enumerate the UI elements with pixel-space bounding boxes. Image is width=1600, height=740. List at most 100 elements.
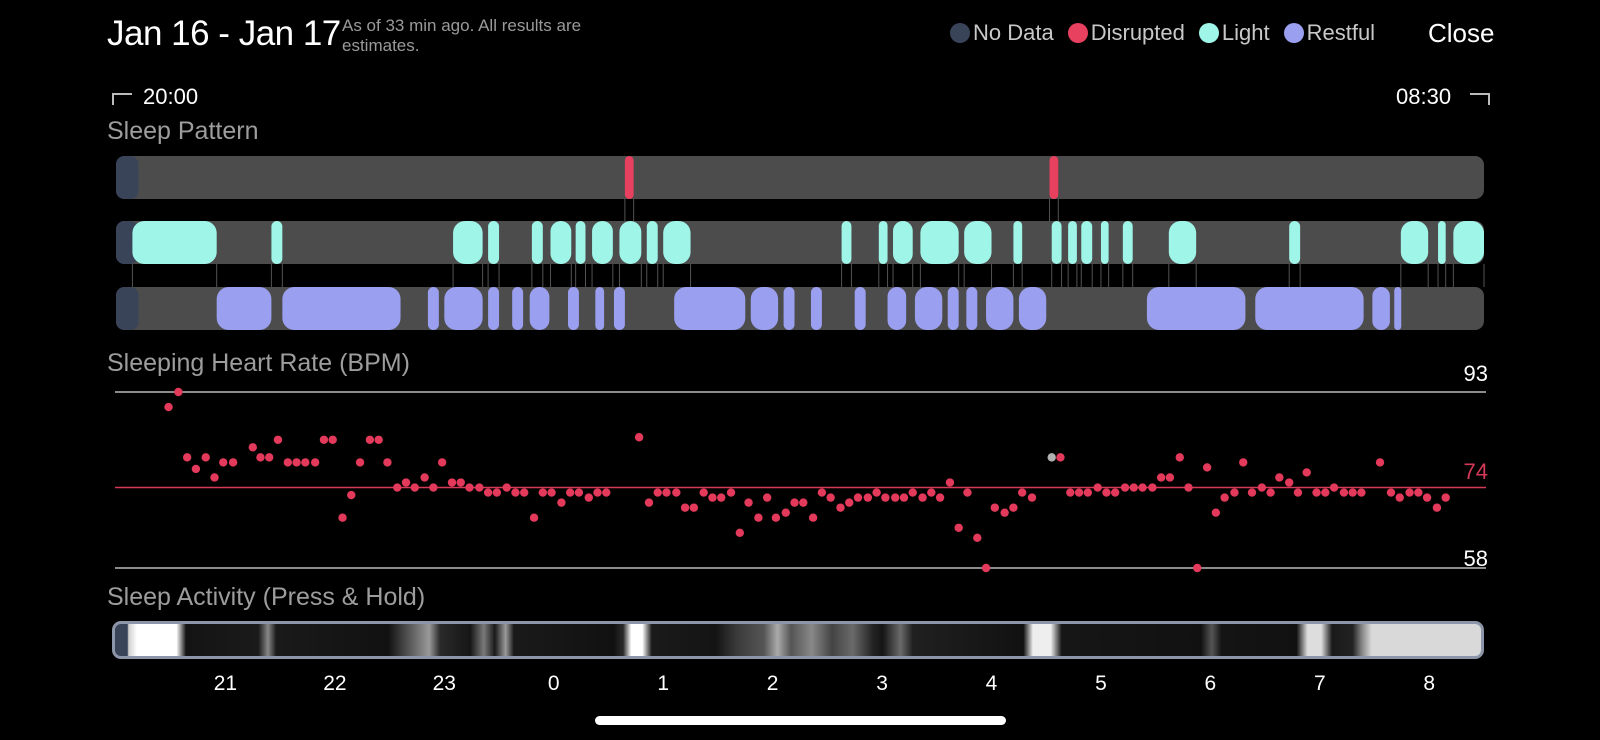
hr-point	[680, 503, 690, 512]
pattern-track-row-2	[116, 221, 1484, 264]
hr-point	[511, 488, 520, 497]
legend-label: No Data	[973, 20, 1054, 45]
restful-segment	[595, 287, 605, 330]
hr-point	[1027, 493, 1037, 502]
hr-point	[826, 493, 835, 502]
hr-point	[808, 513, 818, 522]
date-range-title: Jan 16 - Jan 17	[107, 14, 341, 53]
hr-point	[602, 488, 611, 497]
hr-point	[410, 483, 419, 492]
restful-segment	[674, 287, 746, 330]
hr-max-label: 93	[1463, 361, 1488, 386]
hr-point	[781, 508, 790, 517]
hr-point	[735, 528, 745, 537]
hr-point	[447, 478, 457, 487]
light-segment	[271, 221, 283, 264]
hr-point	[319, 435, 329, 444]
hr-point	[437, 458, 447, 467]
hr-point	[393, 483, 402, 492]
light-segment	[531, 221, 543, 264]
hr-point	[1129, 483, 1138, 492]
hr-point	[547, 488, 556, 497]
hr-point	[1257, 483, 1267, 492]
restful-segment	[986, 287, 1014, 330]
hr-point	[662, 488, 671, 497]
light-segment	[488, 221, 500, 264]
heart-rate-title: Sleeping Heart Rate (BPM)	[107, 349, 410, 377]
axis-tick-label: 7	[1313, 672, 1326, 695]
hr-point	[927, 488, 936, 497]
restful-segment	[854, 287, 866, 330]
hr-point	[1395, 493, 1404, 502]
hr-point	[1175, 453, 1184, 462]
axis-tick-label: 6	[1204, 672, 1217, 695]
legend-label: Restful	[1306, 20, 1376, 45]
light-segment	[1289, 221, 1301, 264]
hr-point	[338, 513, 347, 522]
hr-point	[853, 493, 863, 502]
hr-point	[283, 458, 293, 467]
hr-point	[1414, 488, 1423, 497]
hr-point	[1312, 488, 1321, 497]
sleep-activity-bar[interactable]	[112, 621, 1484, 659]
hr-point	[1156, 473, 1166, 482]
hr-point	[891, 493, 900, 502]
light-segment	[646, 221, 658, 264]
hr-point	[557, 498, 566, 507]
hr-point	[310, 458, 320, 467]
hr-point	[990, 503, 1000, 512]
hr-point	[1275, 473, 1284, 482]
hr-point	[164, 402, 173, 412]
hr-point	[1386, 488, 1396, 497]
restful-segment	[529, 287, 550, 330]
light-segment	[1453, 221, 1484, 264]
hr-point	[762, 493, 772, 502]
hr-point	[1230, 488, 1239, 497]
hr-point	[365, 435, 375, 444]
restful-segment	[488, 287, 500, 330]
legend-item-disrupted: Disrupted	[1067, 20, 1185, 46]
home-indicator[interactable]	[595, 716, 1006, 725]
light-segment	[1081, 221, 1093, 264]
hr-point	[1329, 483, 1339, 492]
hr-point	[1074, 488, 1084, 497]
hr-point	[1165, 473, 1175, 482]
hr-point	[672, 488, 681, 497]
legend-item-restful: Restful	[1283, 20, 1376, 46]
hr-point	[817, 488, 827, 497]
axis-tick-label: 8	[1423, 672, 1436, 695]
hr-point	[1211, 508, 1221, 517]
restful-segment	[512, 287, 524, 330]
hr-point	[1102, 488, 1111, 497]
hr-point	[708, 493, 717, 502]
hr-point	[520, 488, 529, 497]
hr-point	[1138, 483, 1147, 492]
hr-point	[465, 483, 474, 492]
hr-point	[726, 488, 736, 497]
close-button[interactable]: Close	[1428, 18, 1495, 48]
hr-point	[228, 458, 238, 467]
hr-point	[644, 498, 654, 507]
disrupted-swatch	[1067, 23, 1088, 43]
hr-point	[1000, 508, 1009, 517]
hr-point	[863, 493, 873, 502]
restful-segment	[282, 287, 401, 330]
disrupted-segment	[1049, 156, 1059, 199]
hr-point	[248, 443, 257, 452]
hr-point	[1184, 483, 1193, 492]
hr-point	[201, 453, 210, 462]
hr-point	[475, 483, 484, 492]
hr-point	[1247, 488, 1257, 497]
hr-point	[1357, 488, 1366, 497]
end-time: 08:30	[1396, 84, 1452, 109]
legend: No Data Disrupted Light Restful	[950, 20, 1375, 46]
light-segment	[663, 221, 691, 264]
restful-segment	[1394, 287, 1402, 330]
hr-point	[182, 453, 192, 462]
restful-segment	[966, 287, 978, 330]
hr-point	[689, 503, 699, 512]
axis-tick-label: 22	[323, 672, 347, 695]
hr-point	[420, 473, 429, 482]
legend-item-no-data: No Data	[950, 20, 1054, 46]
light-segment	[592, 221, 613, 264]
